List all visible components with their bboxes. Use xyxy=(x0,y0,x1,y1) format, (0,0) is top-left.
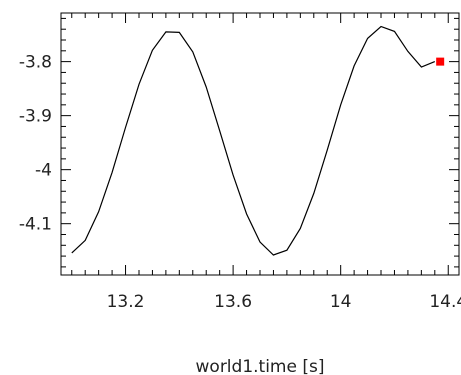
ticks xyxy=(61,13,459,275)
y-tick-label: -3.9 xyxy=(19,107,52,127)
y-tick-label: -4.1 xyxy=(19,215,52,235)
current-point-marker xyxy=(436,57,445,66)
x-tick-label: 13.2 xyxy=(107,292,145,312)
y-tick-label: -3.8 xyxy=(19,53,52,73)
tick-labels: 13.2 13.6 14 14.4 -3.8 -3.9 -4 -4.1 xyxy=(19,53,461,312)
x-tick-label: 14 xyxy=(330,292,352,312)
plot-area xyxy=(60,12,460,276)
series-line xyxy=(71,25,436,256)
x-axis-title: world1.time [s] xyxy=(196,357,325,375)
x-tick-label: 13.6 xyxy=(214,292,252,312)
y-tick-label: -4 xyxy=(35,161,52,181)
x-tick-label: 14.4 xyxy=(429,292,461,312)
